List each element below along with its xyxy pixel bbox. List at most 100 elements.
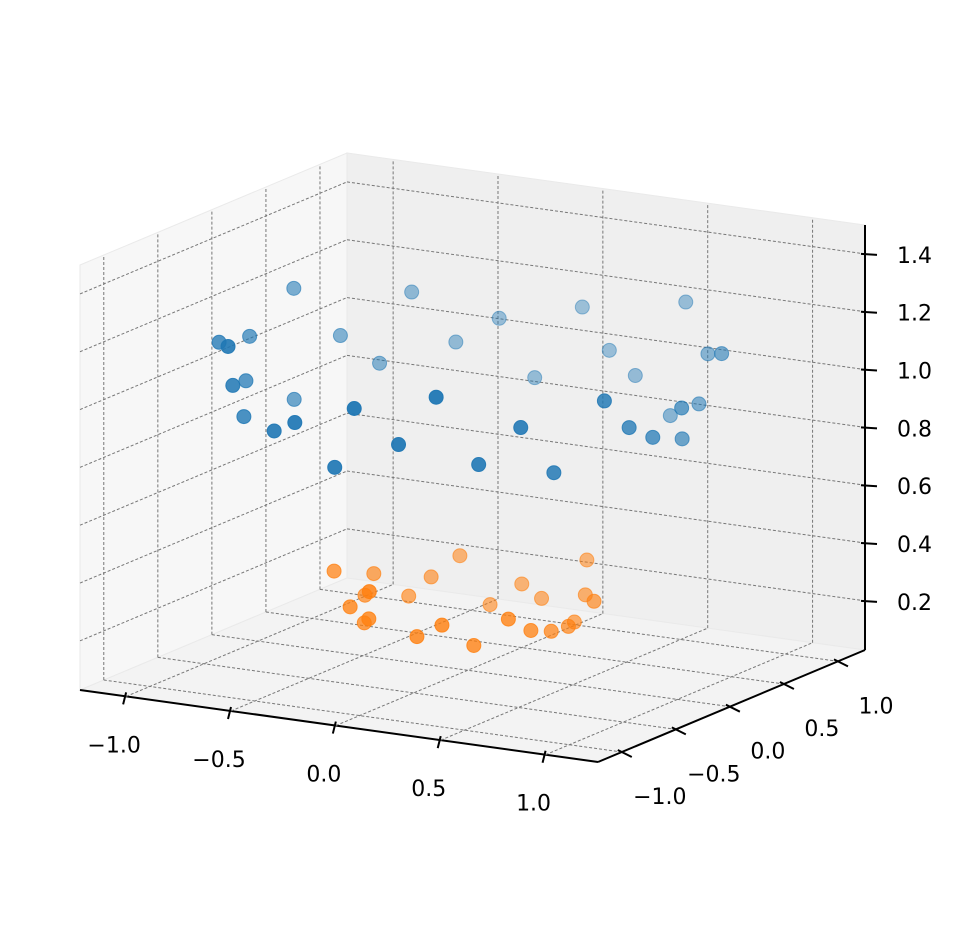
point: [514, 576, 530, 592]
point: [236, 409, 252, 425]
x-tick-label: 0.5: [411, 777, 446, 802]
point: [500, 611, 516, 627]
point: [428, 389, 444, 405]
point: [523, 623, 539, 639]
point: [242, 328, 258, 344]
point: [678, 294, 694, 310]
point: [596, 393, 612, 409]
grid-line: [545, 642, 813, 756]
point: [346, 401, 362, 417]
grid-line: [346, 470, 866, 544]
point: [574, 299, 590, 315]
point: [409, 629, 425, 645]
y-tick-label: −0.5: [687, 762, 740, 787]
y-tick: [617, 749, 633, 758]
x-tick-label: 0.0: [306, 763, 341, 788]
point: [513, 420, 529, 436]
point: [366, 566, 382, 582]
z-tick: [860, 368, 878, 372]
z-tick-label: 0.4: [897, 533, 932, 558]
point: [645, 429, 661, 445]
grid-line: [346, 297, 866, 371]
point: [361, 584, 377, 600]
point: [361, 611, 377, 627]
point: [577, 587, 593, 603]
point: [423, 569, 439, 585]
z-tick-label: 0.6: [897, 475, 932, 500]
x-tick: [122, 692, 128, 705]
point: [674, 400, 690, 416]
x-tick-label: −1.0: [87, 733, 140, 758]
grid-line: [211, 634, 730, 708]
z-tick-label: 0.2: [897, 591, 932, 616]
point: [543, 623, 559, 639]
z-tick-label: 1.0: [897, 360, 932, 385]
grid-line: [265, 611, 784, 685]
grid-line: [346, 412, 866, 486]
axis-line: [597, 649, 866, 763]
point: [621, 420, 637, 436]
y-tick-label: −1.0: [633, 785, 686, 810]
point: [372, 355, 388, 371]
point: [534, 590, 550, 606]
point: [342, 599, 358, 615]
grid-line: [346, 354, 866, 428]
point: [326, 563, 342, 579]
point: [286, 391, 302, 407]
grid-line: [79, 181, 348, 295]
z-tick: [860, 599, 878, 603]
z-tick-label: 1.4: [897, 244, 932, 269]
point: [714, 346, 730, 362]
y-tick: [671, 726, 687, 736]
z-tick-label: 1.2: [897, 302, 932, 327]
grid-line: [103, 679, 622, 753]
point: [286, 280, 302, 296]
point: [491, 310, 507, 326]
z-tick-label: 0.8: [897, 417, 932, 442]
z-tick: [860, 310, 878, 314]
point: [546, 465, 562, 481]
y-tick-label: 0.5: [804, 717, 839, 742]
y-tick-label: 1.0: [858, 694, 893, 719]
point: [332, 328, 348, 344]
grid-line: [346, 239, 866, 313]
point: [691, 396, 707, 412]
grid-line: [79, 528, 348, 642]
z-tick: [860, 426, 878, 430]
x-tick-label: −0.5: [192, 748, 245, 773]
point: [401, 588, 417, 604]
grid-line: [346, 181, 866, 255]
grid-line: [79, 470, 348, 584]
point: [225, 377, 241, 393]
point: [662, 408, 678, 424]
point: [566, 614, 582, 630]
y-tick: [833, 658, 849, 668]
grid-line: [346, 528, 866, 602]
point: [434, 617, 450, 633]
point: [220, 338, 236, 354]
point: [448, 334, 464, 350]
grid-line: [157, 656, 676, 730]
z-tick: [860, 252, 878, 256]
x-tick: [227, 706, 232, 720]
point: [482, 597, 498, 613]
x-tick: [541, 750, 547, 763]
grid-line: [79, 239, 348, 353]
point: [391, 437, 407, 453]
point: [287, 415, 303, 431]
grid-line: [79, 412, 348, 526]
y-tick-label: 0.0: [750, 740, 785, 765]
grid-line: [440, 627, 708, 741]
grid-line: [79, 354, 348, 468]
point: [579, 552, 595, 568]
point: [266, 423, 282, 439]
point: [404, 284, 420, 300]
z-tick: [860, 542, 878, 546]
axis-line: [79, 689, 599, 763]
grid-line: [230, 598, 499, 712]
point: [471, 457, 487, 473]
x-tick-label: 1.0: [516, 792, 551, 817]
point: [238, 373, 254, 389]
z-tick: [860, 484, 878, 488]
